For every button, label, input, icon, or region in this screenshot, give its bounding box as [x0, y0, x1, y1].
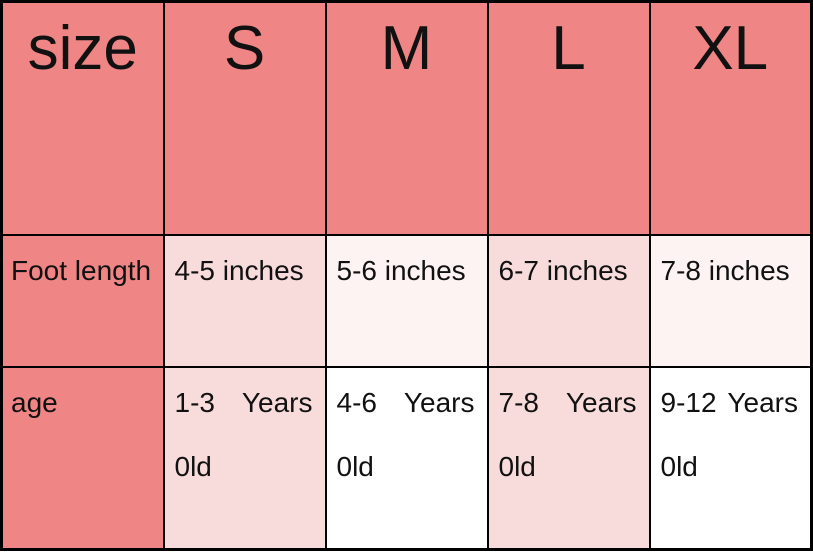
- age-suffix: 0ld: [498, 451, 536, 483]
- age-unit: Years: [241, 386, 313, 418]
- row-label-foot-length: Foot length: [0, 233, 165, 368]
- header-row: size S M L XL: [0, 0, 813, 236]
- cell-foot-length-m: 5-6 inches: [324, 233, 489, 368]
- age-line-first: 1-3 Years: [174, 386, 313, 419]
- header-cell-xl: XL: [648, 0, 813, 236]
- age-suffix: 0ld: [336, 451, 374, 483]
- foot-length-row: Foot length 4-5 inches 5-6 inches 6-7 in…: [0, 233, 813, 368]
- age-suffix: 0ld: [174, 451, 212, 483]
- header-cell-size: size: [0, 0, 165, 236]
- age-range: 9-12: [660, 386, 717, 418]
- cell-foot-length-s: 4-5 inches: [162, 233, 327, 368]
- cell-age-s: 1-3 Years 0ld: [162, 365, 327, 551]
- age-range: 1-3: [174, 386, 215, 418]
- cell-age-m: 4-6 Years 0ld: [324, 365, 489, 551]
- cell-foot-length-xl: 7-8 inches: [648, 233, 813, 368]
- header-cell-s: S: [162, 0, 327, 236]
- age-unit: Years: [403, 386, 475, 418]
- age-range: 7-8: [498, 386, 539, 418]
- cell-age-l: 7-8 Years 0ld: [486, 365, 651, 551]
- cell-foot-length-l: 6-7 inches: [486, 233, 651, 368]
- row-label-age: age: [0, 365, 165, 551]
- age-unit: Years: [565, 386, 637, 418]
- header-cell-l: L: [486, 0, 651, 236]
- age-line-first: 7-8 Years: [498, 386, 637, 419]
- header-cell-m: M: [324, 0, 489, 236]
- age-row: age 1-3 Years 0ld 4-6 Years 0ld: [0, 365, 813, 551]
- age-suffix: 0ld: [660, 451, 698, 483]
- age-unit: Years: [727, 386, 798, 418]
- age-line-first: 4-6 Years: [336, 386, 475, 419]
- age-range: 4-6: [336, 386, 377, 418]
- age-line-first: 9-12 Years: [660, 386, 799, 419]
- cell-age-xl: 9-12 Years 0ld: [648, 365, 813, 551]
